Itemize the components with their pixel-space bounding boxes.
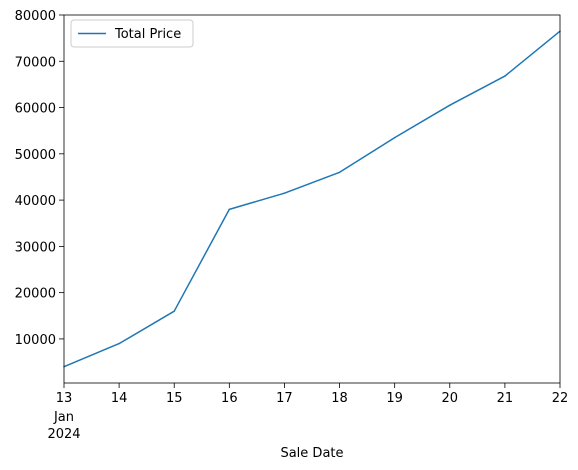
data-point xyxy=(283,192,286,194)
x-tick-label: 22 xyxy=(552,391,569,406)
x-tick-label: 20 xyxy=(442,391,459,406)
x-first-tick-month: Jan xyxy=(53,410,74,425)
x-tick-label: 15 xyxy=(166,391,183,406)
x-tick-label: 19 xyxy=(386,391,403,406)
plot-area xyxy=(64,15,560,383)
data-point xyxy=(393,136,396,139)
x-axis-label: Sale Date xyxy=(280,446,343,461)
x-tick-label: 17 xyxy=(276,391,293,406)
y-tick-label: 10000 xyxy=(15,333,56,348)
x-tick-label: 18 xyxy=(331,391,348,406)
y-axis-ticks: 10000 20000 30000 40000 50000 60000 70000 80000 xyxy=(15,9,64,348)
series-line-total-price xyxy=(63,30,561,368)
data-point xyxy=(504,75,506,77)
legend-label: Total Price xyxy=(114,27,181,42)
x-tick-label: 13 xyxy=(56,391,73,406)
y-tick-label: 70000 xyxy=(15,55,56,70)
y-tick-label: 40000 xyxy=(15,194,56,209)
x-tick-label: 14 xyxy=(111,391,128,406)
x-first-tick-year: 2024 xyxy=(47,427,80,442)
y-tick-label: 30000 xyxy=(15,240,56,255)
y-tick-label: 50000 xyxy=(15,148,56,163)
data-point xyxy=(338,171,341,174)
x-axis-ticks: 13 14 15 16 17 18 19 20 21 22 xyxy=(56,383,569,406)
y-tick-label: 60000 xyxy=(15,102,56,117)
y-tick-label: 80000 xyxy=(15,9,56,24)
data-point xyxy=(173,310,175,312)
data-point xyxy=(118,342,120,345)
x-tick-label: 21 xyxy=(497,391,514,406)
plot-frame xyxy=(63,14,561,384)
legend-box xyxy=(70,19,194,48)
y-tick-label: 20000 xyxy=(15,287,56,302)
data-point xyxy=(449,104,451,106)
data-point xyxy=(228,208,231,211)
series-layer xyxy=(63,30,561,368)
legend: Total Price xyxy=(70,19,194,48)
x-tick-label: 16 xyxy=(221,391,238,406)
